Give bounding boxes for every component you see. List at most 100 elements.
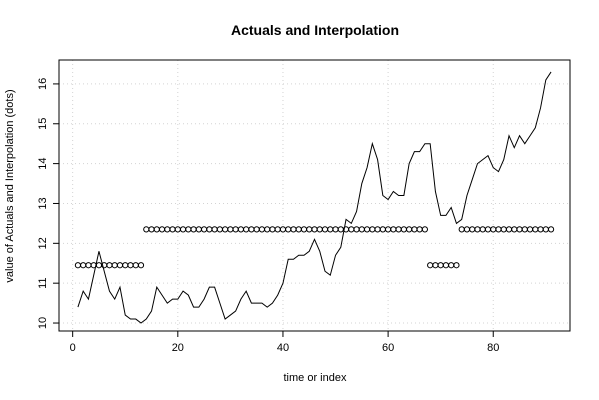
- interpolation-point: [490, 226, 497, 233]
- interpolation-point: [306, 226, 313, 233]
- y-axis: 10 11 12 13 14 15 16: [37, 78, 60, 329]
- interpolation-point: [190, 226, 197, 233]
- interpolation-point: [80, 262, 87, 269]
- y-tick-label: 14: [37, 157, 49, 169]
- y-tick-label: 13: [37, 197, 49, 209]
- interpolation-point: [337, 226, 344, 233]
- interpolation-point: [332, 226, 339, 233]
- interpolation-point: [421, 226, 429, 233]
- interpolation-point: [358, 226, 365, 233]
- x-tick-label: 20: [172, 342, 184, 354]
- interpolation-point: [511, 226, 518, 233]
- interpolation-point: [437, 262, 444, 269]
- x-axis: 0 20 40 60 80: [70, 330, 499, 354]
- y-tick-label: 15: [37, 118, 49, 130]
- interpolation-point: [463, 226, 471, 233]
- interpolation-point: [400, 226, 407, 233]
- interpolation-point: [395, 226, 402, 233]
- interpolation-point: [227, 226, 234, 233]
- interpolation-point: [211, 226, 218, 233]
- y-tick-label: 12: [37, 237, 49, 249]
- x-tick-label: 80: [487, 342, 499, 354]
- interpolation-point: [532, 226, 539, 233]
- interpolation-point: [458, 226, 465, 233]
- interpolation-point: [363, 226, 371, 233]
- interpolation-point: [432, 262, 439, 269]
- y-tick-label: 11: [37, 277, 49, 288]
- interpolation-point: [253, 226, 260, 233]
- interpolation-point: [290, 226, 297, 233]
- interpolation-point: [111, 262, 118, 269]
- y-axis-label: value of Actuals and Interpolation (dots…: [4, 89, 16, 282]
- grid: [59, 60, 570, 331]
- interpolation-point: [222, 226, 229, 233]
- interpolation-point: [526, 226, 534, 233]
- interpolation-point: [95, 262, 103, 269]
- interpolation-point: [442, 262, 450, 269]
- interpolation-point: [542, 226, 549, 233]
- interpolation-point: [321, 226, 329, 233]
- interpolation-point: [153, 226, 160, 233]
- interpolation-point: [274, 226, 281, 233]
- interpolation-point: [179, 226, 187, 233]
- interpolation-point: [248, 226, 255, 233]
- interpolation-point: [143, 226, 150, 233]
- y-tick-label: 10: [37, 317, 49, 329]
- interpolation-point: [216, 226, 223, 233]
- series-layer: [74, 71, 555, 324]
- interpolation-point: [237, 226, 244, 233]
- interpolation-point: [279, 226, 287, 233]
- interpolation-point: [148, 226, 155, 233]
- interpolation-point: [348, 226, 355, 233]
- interpolation-point: [206, 226, 213, 233]
- interpolation-point: [427, 262, 434, 269]
- interpolation-point: [258, 226, 266, 233]
- interpolation-point: [484, 226, 492, 233]
- x-tick-label: 40: [277, 342, 289, 354]
- interpolation-point: [200, 226, 208, 233]
- interpolation-point: [369, 226, 376, 233]
- interpolation-point: [521, 226, 528, 233]
- interpolation-point: [169, 226, 176, 233]
- interpolation-point: [448, 262, 455, 269]
- interpolation-point: [243, 226, 250, 233]
- actuals-line: [77, 71, 552, 324]
- x-tick-label: 0: [70, 342, 76, 354]
- interpolation-point: [106, 262, 113, 269]
- interpolation-point: [479, 226, 486, 233]
- interpolation-point: [416, 226, 423, 233]
- interpolation-point: [353, 226, 360, 233]
- y-tick-label: 16: [37, 78, 49, 90]
- interpolation-point: [469, 226, 476, 233]
- interpolation-point: [505, 226, 513, 233]
- interpolation-point: [500, 226, 507, 233]
- x-tick-label: 60: [382, 342, 394, 354]
- interpolation-point: [453, 262, 460, 269]
- interpolation-point: [122, 262, 129, 269]
- interpolation-point: [411, 226, 418, 233]
- chart-title: Actuals and Interpolation: [231, 22, 399, 38]
- interpolation-point: [537, 226, 544, 233]
- interpolation-point: [137, 262, 145, 269]
- interpolation-point: [132, 262, 139, 269]
- interpolation-point: [316, 226, 323, 233]
- interpolation-point: [390, 226, 397, 233]
- x-axis-label: time or index: [284, 372, 347, 384]
- interpolation-point: [285, 226, 292, 233]
- interpolation-point: [311, 226, 318, 233]
- interpolation-point: [195, 226, 202, 233]
- interpolation-point: [269, 226, 276, 233]
- interpolation-point: [495, 226, 502, 233]
- interpolation-point: [185, 226, 192, 233]
- interpolation-point: [374, 226, 381, 233]
- interpolation-point: [295, 226, 302, 233]
- interpolation-point: [264, 226, 271, 233]
- interpolation-point: [116, 262, 124, 269]
- interpolation-point: [127, 262, 134, 269]
- interpolation-point: [327, 226, 334, 233]
- interpolation-point: [385, 226, 392, 233]
- interpolation-point: [406, 226, 413, 233]
- interpolation-point: [474, 226, 481, 233]
- interpolation-point: [85, 262, 92, 269]
